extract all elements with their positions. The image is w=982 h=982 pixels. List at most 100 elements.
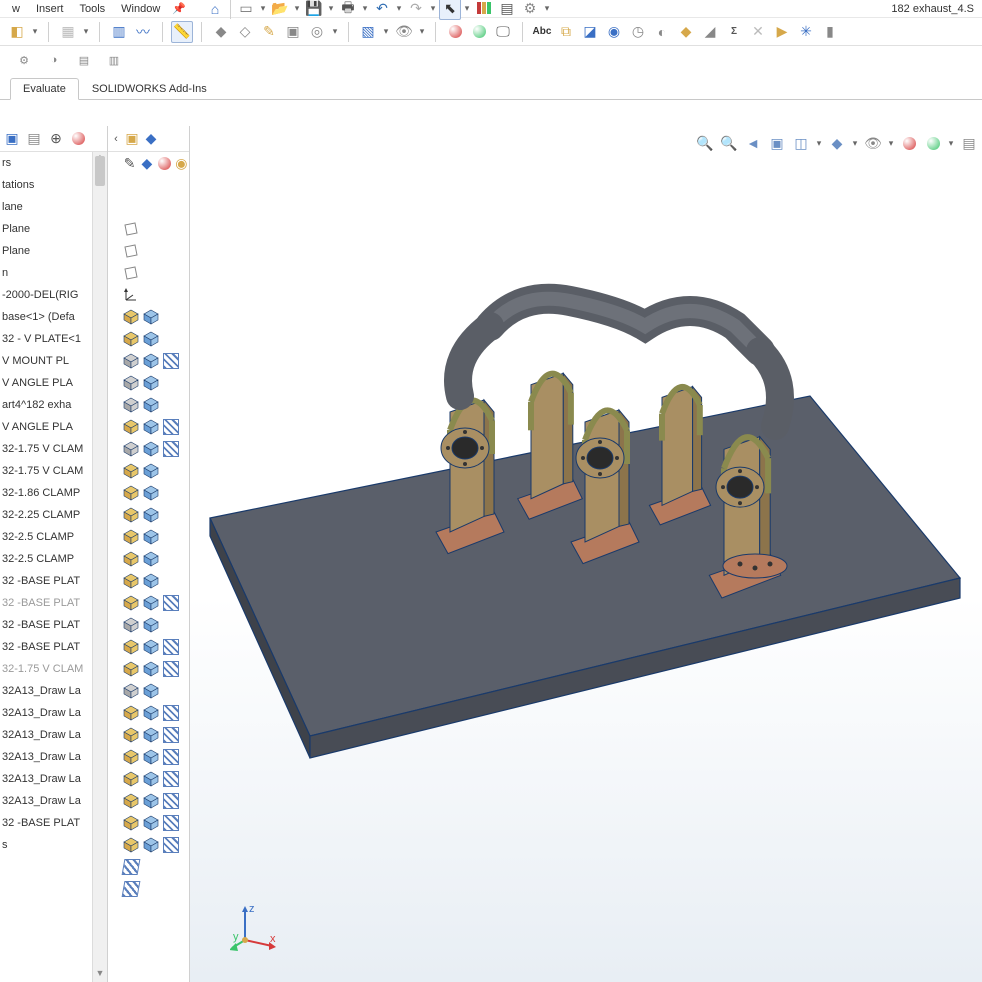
dropdown-arrow-icon[interactable]: ▾ (417, 26, 427, 37)
settings-gear-icon[interactable]: ⚙ (519, 0, 541, 20)
component-cube-icon[interactable] (122, 748, 140, 766)
display-state-cube-icon[interactable] (142, 396, 160, 414)
display-state-cube-icon[interactable] (142, 506, 160, 524)
open-folder-icon[interactable]: 📂 (269, 0, 291, 20)
chevron-left-icon[interactable]: ‹ (110, 133, 122, 145)
mate-icon[interactable] (122, 880, 140, 898)
rebuild-icon[interactable] (473, 0, 495, 20)
display-pane-cube-icon[interactable]: ◆ (142, 130, 160, 148)
save-icon[interactable]: 💾 (303, 0, 325, 20)
component-cube-icon[interactable] (122, 308, 140, 326)
component-cube-icon[interactable] (122, 638, 140, 656)
dropdown-arrow-icon[interactable]: ▾ (30, 26, 40, 37)
tree-item[interactable]: 32 - V PLATE<1 (0, 328, 107, 350)
transparency-icon[interactable] (162, 440, 180, 458)
tree-item[interactable]: 32A13_Draw La (0, 746, 107, 768)
undo-icon[interactable]: ↶ (371, 0, 393, 20)
component-cube-icon[interactable] (122, 396, 140, 414)
tree-item[interactable]: lane (0, 196, 107, 218)
transparency-icon[interactable] (162, 748, 180, 766)
cube-toggle-icon[interactable]: ◆ (139, 155, 154, 172)
compare-icon[interactable]: ⧉ (555, 21, 577, 43)
component-cube-icon[interactable] (122, 462, 140, 480)
draft-icon[interactable]: ◢ (699, 21, 721, 43)
display-state-cube-icon[interactable] (142, 550, 160, 568)
tree-item[interactable]: 32-2.5 CLAMP (0, 548, 107, 570)
property-manager-icon[interactable]: ▤ (24, 129, 44, 149)
menu-tools[interactable]: Tools (71, 3, 113, 15)
tree-item[interactable]: 32A13_Draw La (0, 768, 107, 790)
menu-view[interactable]: w (4, 3, 28, 15)
eye-toggle-icon[interactable]: ◉ (174, 155, 189, 172)
transparency-icon[interactable] (162, 704, 180, 722)
display-state-cube-icon[interactable] (142, 770, 160, 788)
assembly-viz-icon[interactable]: ▧ (357, 21, 379, 43)
tree-item[interactable]: 32-2.5 CLAMP (0, 526, 107, 548)
tree-item[interactable]: 32-1.75 V CLAM (0, 658, 107, 680)
tree-item[interactable]: art4^182 exha (0, 394, 107, 416)
component-cube-icon[interactable] (122, 660, 140, 678)
display-state-cube-icon[interactable] (142, 352, 160, 370)
scroll-down-icon[interactable]: ▼ (93, 968, 107, 982)
clock-icon[interactable]: ◷ (627, 21, 649, 43)
tree-item[interactable]: -2000-DEL(RIG (0, 284, 107, 306)
deviation-icon[interactable]: ◉ (603, 21, 625, 43)
display-state-cube-icon[interactable] (142, 704, 160, 722)
dropdown-arrow-icon[interactable]: ▾ (428, 3, 438, 14)
mate-icon[interactable] (122, 858, 140, 876)
tree-item[interactable]: tations (0, 174, 107, 196)
tree-item[interactable] (0, 856, 107, 878)
dropdown-arrow-icon[interactable]: ▾ (81, 26, 91, 37)
transparency-icon[interactable] (162, 660, 180, 678)
component-cube-icon[interactable] (122, 330, 140, 348)
component-cube-icon[interactable] (122, 616, 140, 634)
motor-icon[interactable]: ◑ (44, 50, 64, 70)
display-state-cube-icon[interactable] (142, 462, 160, 480)
menu-insert[interactable]: Insert (28, 3, 72, 15)
section-props-icon[interactable]: ▣ (282, 21, 304, 43)
view-triad[interactable]: z x y (230, 902, 280, 952)
pencil-small-icon[interactable]: ✎ (122, 155, 137, 172)
dropdown-arrow-icon[interactable]: ▾ (542, 3, 552, 14)
thickness-icon[interactable]: ✳ (795, 21, 817, 43)
display-state-cube-icon[interactable] (142, 440, 160, 458)
new-doc-icon[interactable]: ▭ (235, 0, 257, 20)
tree-item[interactable]: n (0, 262, 107, 284)
home-icon[interactable]: ⌂ (204, 0, 226, 20)
tree-item[interactable]: 32-1.75 V CLAM (0, 460, 107, 482)
tree-item[interactable]: 32 -BASE PLAT (0, 592, 107, 614)
transparency-icon[interactable] (162, 770, 180, 788)
tree-item[interactable]: 32A13_Draw La (0, 790, 107, 812)
component-cube-icon[interactable] (122, 682, 140, 700)
check-icon[interactable]: ◪ (579, 21, 601, 43)
mirror-icon[interactable]: ▥ (108, 21, 130, 43)
tree-item[interactable]: 32-2.25 CLAMP (0, 504, 107, 526)
tree-item[interactable]: V MOUNT PL (0, 350, 107, 372)
feature-manager-icon[interactable]: ▣ (2, 129, 22, 149)
display-state-cube-icon[interactable] (142, 594, 160, 612)
tree-item[interactable]: s (0, 834, 107, 856)
tree-item[interactable]: 32 -BASE PLAT (0, 614, 107, 636)
component-cube-icon[interactable] (122, 550, 140, 568)
sketch-curve-icon[interactable]: 〰 (132, 21, 154, 43)
transparency-icon[interactable] (162, 594, 180, 612)
appearances-manager-icon[interactable] (68, 129, 88, 149)
display-state-cube-icon[interactable] (142, 418, 160, 436)
tree-item[interactable]: 32 -BASE PLAT (0, 636, 107, 658)
component-cube-icon[interactable] (122, 374, 140, 392)
tree-item[interactable]: 32A13_Draw La (0, 724, 107, 746)
redo-icon[interactable]: ↷ (405, 0, 427, 20)
transparency-icon[interactable] (162, 726, 180, 744)
display-state-cube-icon[interactable] (142, 616, 160, 634)
transparency-icon[interactable] (162, 836, 180, 854)
tree-scrollbar[interactable]: ▲ ▼ (92, 152, 107, 982)
component-cube-icon[interactable] (122, 836, 140, 854)
curvature-icon[interactable]: ◆ (675, 21, 697, 43)
component-cube-icon[interactable] (122, 506, 140, 524)
component-cube-icon[interactable] (122, 418, 140, 436)
edit-component-icon[interactable]: ◧ (6, 21, 28, 43)
dropdown-arrow-icon[interactable]: ▾ (462, 3, 472, 14)
display-state-cube-icon[interactable] (142, 682, 160, 700)
component-cube-icon[interactable] (122, 594, 140, 612)
display-state-cube-icon[interactable] (142, 572, 160, 590)
